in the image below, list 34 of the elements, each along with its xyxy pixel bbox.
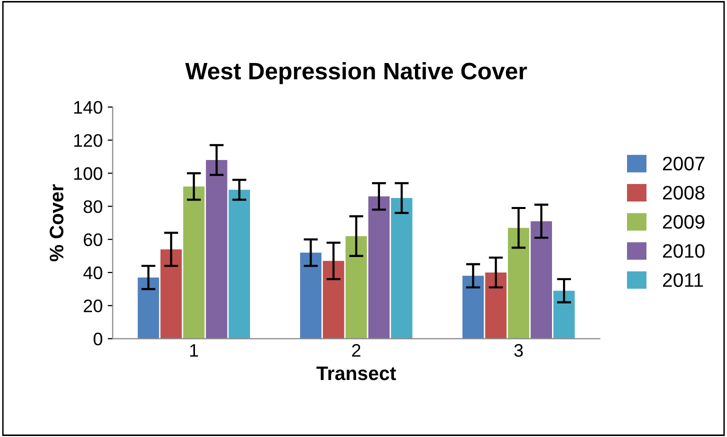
legend-label: 2010 [662,244,705,258]
y-axis-title: % Cover [50,184,64,262]
y-tick-label: 120 [74,134,102,147]
y-tick-label: 80 [84,200,102,214]
x-axis-title: Transect [316,366,396,380]
bar [485,272,507,339]
legend-label: 2011 [662,273,703,287]
legend-label: 2007 [662,156,704,170]
bar [508,228,530,339]
y-tick-label: 140 [74,101,102,114]
bar [530,221,552,339]
y-tick-label: 100 [74,167,102,180]
legend-label: 2008 [662,186,704,200]
bar [300,252,322,339]
bar [183,186,205,339]
bar [346,236,367,339]
chart-title: West Depression Native Cover [185,62,527,84]
y-tick-label: 0 [94,332,102,346]
x-tick-label: 2 [352,344,360,357]
y-tick-label: 60 [84,233,102,246]
bar [322,260,344,339]
bar [160,249,182,339]
bar [391,198,412,339]
bar [553,290,575,339]
bar [368,196,390,339]
bar [462,276,484,339]
y-tick-label: 20 [84,300,102,312]
bar [138,277,160,339]
x-tick-label: 3 [514,344,523,357]
bar [228,190,250,339]
legend-label: 2009 [662,214,704,229]
y-tick-label: 40 [83,266,102,280]
x-tick-label: 1 [190,344,198,357]
bar [206,160,228,339]
